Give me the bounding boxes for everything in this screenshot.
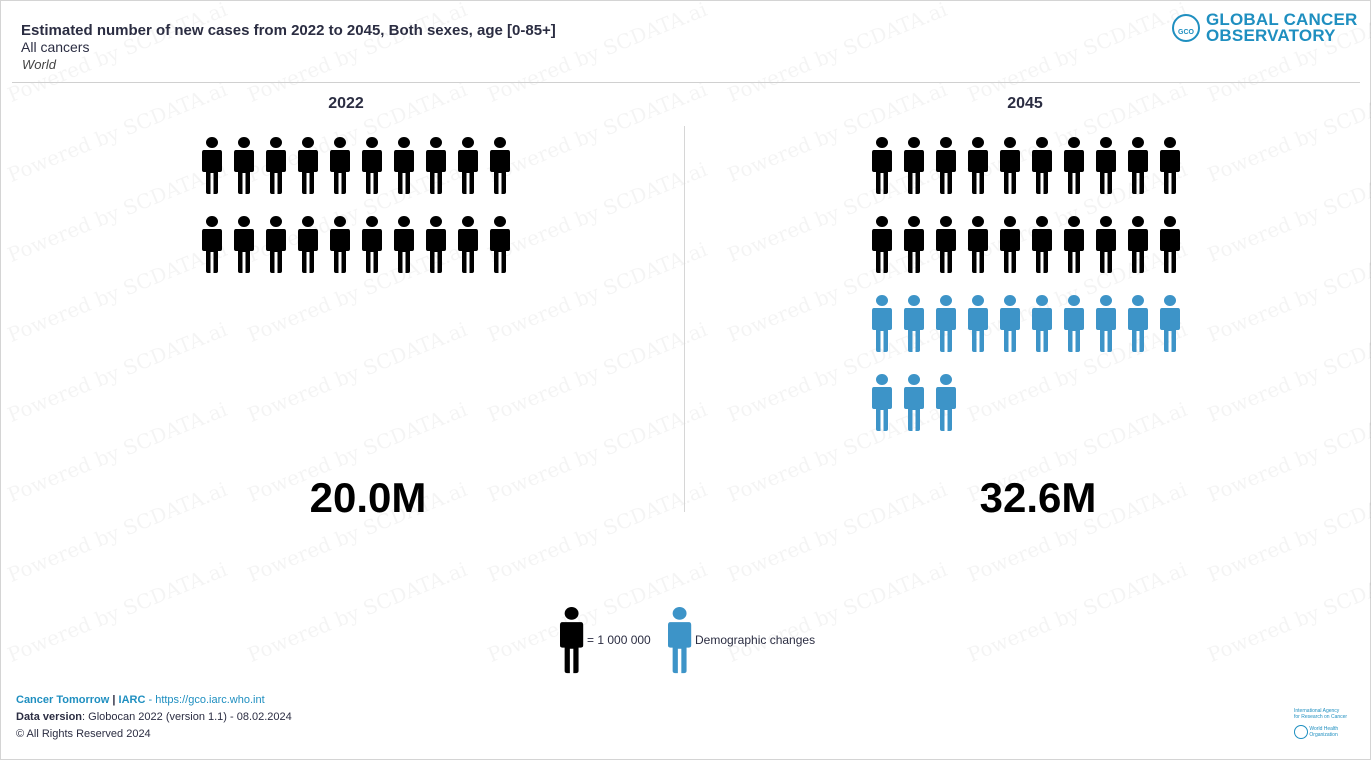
person-icon-2022-baseline-17 [394, 216, 414, 273]
chart-subtitle: All cancers [21, 39, 90, 55]
iarc-logo-text: International Agency for Research on Can… [1294, 708, 1348, 720]
legend-person-icon [560, 607, 584, 674]
person-icon-2045-demographic-30 [1160, 295, 1180, 352]
person-icon-2022-baseline-7 [394, 137, 414, 194]
person-icon-2022-baseline-1 [202, 137, 222, 194]
person-icon-2045-baseline-5 [1000, 137, 1020, 194]
person-icon-2045-baseline-20 [1160, 216, 1180, 273]
person-icon-2045-baseline-18 [1096, 216, 1116, 273]
person-icon-2022-baseline-6 [362, 137, 382, 194]
person-icon-2045-demographic-21 [872, 295, 892, 352]
person-icon-2022-baseline-15 [330, 216, 350, 273]
header-divider [12, 82, 1360, 83]
person-icon-2045-baseline-15 [1000, 216, 1020, 273]
person-icon-2045-demographic-26 [1032, 295, 1052, 352]
footer-source: Cancer Tomorrow | IARC - https://gco.iar… [16, 694, 265, 706]
person-icon-2045-demographic-33 [936, 374, 956, 431]
person-icon-2022-baseline-11 [202, 216, 222, 273]
person-icon-2045-baseline-14 [968, 216, 988, 273]
person-icon-2045-demographic-25 [1000, 295, 1020, 352]
legend-unit-label: = 1 000 000 [587, 633, 651, 647]
footer-version: Data version: Globocan 2022 (version 1.1… [16, 711, 292, 723]
person-icon-2022-baseline-9 [458, 137, 478, 194]
person-icon-2045-demographic-24 [968, 295, 988, 352]
who-emblem-icon [1294, 725, 1308, 739]
person-icon-2022-baseline-13 [266, 216, 286, 273]
person-icon-2045-baseline-4 [968, 137, 988, 194]
person-icon-2022-baseline-14 [298, 216, 318, 273]
total-2022: 20.0M [309, 474, 427, 521]
person-icon-2022-baseline-8 [426, 137, 446, 194]
person-icon-2045-demographic-27 [1064, 295, 1084, 352]
person-icon-2045-demographic-32 [904, 374, 924, 431]
person-icon-2045-demographic-22 [904, 295, 924, 352]
person-icon-2022-baseline-5 [330, 137, 350, 194]
total-2045: 32.6M [979, 474, 1097, 521]
person-icon-2022-baseline-18 [426, 216, 446, 273]
year-label-2022: 2022 [328, 95, 364, 112]
person-icon-2022-baseline-3 [266, 137, 286, 194]
person-icon-2045-demographic-29 [1128, 295, 1148, 352]
person-icon-2022-baseline-20 [490, 216, 510, 273]
footer-rights: © All Rights Reserved 2024 [16, 728, 151, 740]
person-icon-2045-baseline-17 [1064, 216, 1084, 273]
gco-logo-text: GLOBAL CANCER OBSERVATORY [1206, 10, 1358, 45]
gco-logo[interactable]: GCO GLOBAL CANCER OBSERVATORY [1172, 10, 1362, 48]
person-icon-2045-baseline-16 [1032, 216, 1052, 273]
person-icon-2045-baseline-13 [936, 216, 956, 273]
person-icon-2045-demographic-28 [1096, 295, 1116, 352]
person-icon-2045-demographic-31 [872, 374, 892, 431]
panel-divider [684, 126, 685, 512]
person-icon-2045-demographic-23 [936, 295, 956, 352]
person-icon-2022-baseline-2 [234, 137, 254, 194]
person-icon-2045-baseline-10 [1160, 137, 1180, 194]
person-icon-2022-baseline-16 [362, 216, 382, 273]
region-label: World [22, 57, 56, 72]
chart-title: Estimated number of new cases from 2022 … [21, 22, 556, 39]
person-icon-2022-baseline-10 [490, 137, 510, 194]
footer-org[interactable]: IARC [118, 694, 146, 706]
person-icon-2045-baseline-8 [1096, 137, 1116, 194]
legend-demographic-person-icon [668, 607, 692, 674]
footer-brand[interactable]: Cancer Tomorrow [16, 694, 110, 706]
person-icon-2022-baseline-4 [298, 137, 318, 194]
person-icon-2045-baseline-7 [1064, 137, 1084, 194]
partner-logos: International Agency for Research on Can… [1294, 708, 1358, 739]
person-icon-2045-baseline-19 [1128, 216, 1148, 273]
gco-logo-icon: GCO [1172, 14, 1200, 42]
year-label-2045: 2045 [1007, 95, 1043, 112]
person-icon-2045-baseline-2 [904, 137, 924, 194]
who-logo: World Health Organization [1294, 725, 1358, 739]
person-icon-2022-baseline-12 [234, 216, 254, 273]
person-icon-2045-baseline-9 [1128, 137, 1148, 194]
person-icon-2045-baseline-3 [936, 137, 956, 194]
legend-demographic-label: Demographic changes [695, 633, 816, 647]
person-icon-2045-baseline-11 [872, 216, 892, 273]
person-icon-2022-baseline-19 [458, 216, 478, 273]
footer-url-link[interactable]: https://gco.iarc.who.int [155, 694, 265, 706]
person-icon-2045-baseline-1 [872, 137, 892, 194]
person-icon-2045-baseline-12 [904, 216, 924, 273]
person-icon-2045-baseline-6 [1032, 137, 1052, 194]
